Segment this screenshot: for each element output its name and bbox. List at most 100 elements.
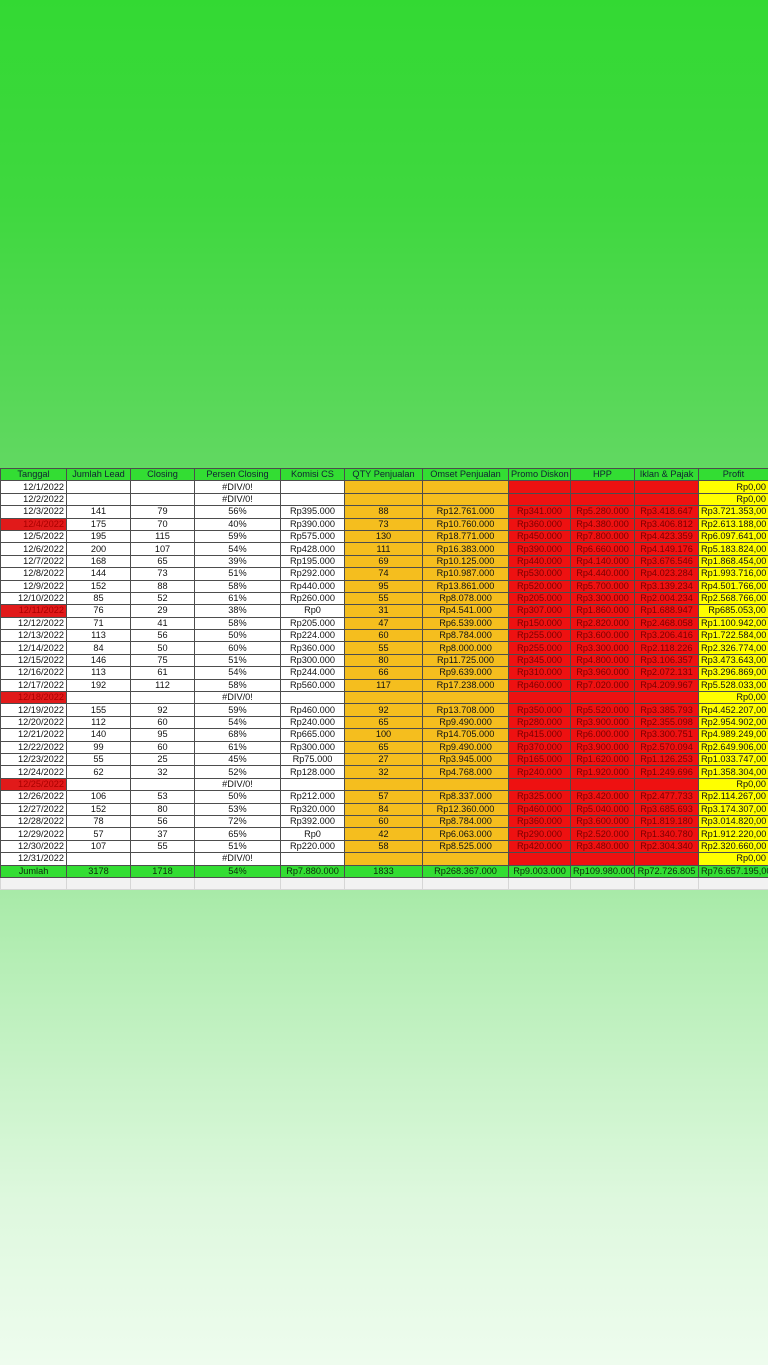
promo-diskon-cell[interactable]: Rp415.000 (508, 728, 571, 742)
jumlah-lead-cell[interactable]: 85 (66, 591, 131, 606)
iklan-pajak-cell[interactable]: Rp3.676.546 (634, 554, 699, 569)
jumlah-lead-cell[interactable]: 113 (66, 666, 131, 680)
qty-penjualan-cell[interactable]: 117 (344, 678, 423, 693)
komisi-cs-cell[interactable]: Rp195.000 (280, 554, 345, 569)
persen-closing-cell[interactable]: #DIV/0! (194, 492, 281, 507)
hpp-cell[interactable] (570, 777, 635, 792)
promo-diskon-cell[interactable]: Rp345.000 (508, 653, 571, 668)
promo-diskon-cell[interactable]: Rp307.000 (508, 604, 571, 618)
omset-penjualan-cell[interactable]: Rp18.771.000 (422, 529, 509, 544)
iklan-pajak-cell[interactable]: Rp2.355.098 (634, 715, 699, 730)
closing-cell[interactable]: 29 (130, 604, 195, 618)
komisi-cs-cell[interactable]: Rp360.000 (280, 641, 345, 655)
omset-penjualan-cell[interactable]: Rp6.063.000 (422, 827, 509, 841)
qty-penjualan-cell[interactable]: 65 (344, 740, 423, 755)
promo-diskon-cell[interactable]: Rp205.000 (508, 591, 571, 606)
jumlah-lead-cell[interactable]: 168 (66, 554, 131, 569)
total-qty-cell[interactable]: 1833 (344, 864, 423, 878)
omset-penjualan-cell[interactable]: Rp9.639.000 (422, 666, 509, 680)
closing-cell[interactable]: 56 (130, 814, 195, 829)
jumlah-lead-cell[interactable]: 112 (66, 715, 131, 730)
persen-closing-cell[interactable]: 40% (194, 517, 281, 531)
date-cell[interactable]: 12/12/2022 (0, 616, 67, 631)
profit-cell[interactable]: Rp2.568.766,00 (698, 591, 768, 606)
profit-cell[interactable]: Rp6.097.641,00 (698, 529, 768, 544)
persen-closing-cell[interactable]: 60% (194, 641, 281, 655)
promo-diskon-cell[interactable]: Rp450.000 (508, 529, 571, 544)
date-cell[interactable]: 12/19/2022 (0, 703, 67, 717)
qty-penjualan-cell[interactable]: 31 (344, 604, 423, 618)
persen-closing-cell[interactable]: 58% (194, 579, 281, 593)
promo-diskon-cell[interactable]: Rp290.000 (508, 827, 571, 841)
omset-penjualan-cell[interactable]: Rp8.337.000 (422, 790, 509, 804)
qty-penjualan-cell[interactable]: 27 (344, 752, 423, 767)
persen-closing-cell[interactable]: 53% (194, 802, 281, 816)
promo-diskon-cell[interactable] (508, 492, 571, 507)
omset-penjualan-cell[interactable]: Rp10.987.000 (422, 567, 509, 581)
qty-penjualan-cell[interactable]: 74 (344, 567, 423, 581)
date-cell[interactable]: 12/27/2022 (0, 802, 67, 816)
closing-cell[interactable] (130, 691, 195, 705)
closing-cell[interactable]: 52 (130, 591, 195, 606)
empty-cell[interactable] (0, 876, 67, 891)
komisi-cs-cell[interactable] (280, 492, 345, 507)
iklan-pajak-cell[interactable]: Rp3.139.234 (634, 579, 699, 593)
komisi-cs-cell[interactable] (280, 480, 345, 494)
komisi-cs-cell[interactable]: Rp212.000 (280, 790, 345, 804)
closing-cell[interactable]: 75 (130, 653, 195, 668)
qty-penjualan-cell[interactable] (344, 480, 423, 494)
omset-penjualan-cell[interactable]: Rp11.725.000 (422, 653, 509, 668)
date-cell[interactable]: 12/31/2022 (0, 852, 67, 866)
komisi-cs-cell[interactable] (280, 777, 345, 792)
omset-penjualan-cell[interactable]: Rp17.238.000 (422, 678, 509, 693)
komisi-cs-cell[interactable]: Rp390.000 (280, 517, 345, 531)
hpp-cell[interactable]: Rp5.520.000 (570, 703, 635, 717)
omset-penjualan-cell[interactable]: Rp8.784.000 (422, 814, 509, 829)
omset-penjualan-cell[interactable]: Rp3.945.000 (422, 752, 509, 767)
col-header-closing[interactable]: Closing (130, 467, 195, 482)
jumlah-lead-cell[interactable]: 78 (66, 814, 131, 829)
closing-cell[interactable]: 95 (130, 728, 195, 742)
omset-penjualan-cell[interactable]: Rp10.760.000 (422, 517, 509, 531)
jumlah-lead-cell[interactable]: 76 (66, 604, 131, 618)
persen-closing-cell[interactable]: 54% (194, 542, 281, 556)
col-header-tanggal[interactable]: Tanggal (0, 467, 67, 482)
hpp-cell[interactable]: Rp4.140.000 (570, 554, 635, 569)
date-cell[interactable]: 12/1/2022 (0, 480, 67, 494)
hpp-cell[interactable]: Rp1.860.000 (570, 604, 635, 618)
omset-penjualan-cell[interactable]: Rp10.125.000 (422, 554, 509, 569)
profit-cell[interactable]: Rp1.100.942,00 (698, 616, 768, 631)
closing-cell[interactable]: 92 (130, 703, 195, 717)
omset-penjualan-cell[interactable]: Rp8.078.000 (422, 591, 509, 606)
profit-cell[interactable]: Rp0,00 (698, 492, 768, 507)
qty-penjualan-cell[interactable]: 60 (344, 814, 423, 829)
profit-cell[interactable]: Rp0,00 (698, 480, 768, 494)
empty-cell[interactable] (698, 876, 768, 891)
persen-closing-cell[interactable]: 51% (194, 839, 281, 854)
date-cell[interactable]: 12/14/2022 (0, 641, 67, 655)
iklan-pajak-cell[interactable]: Rp1.249.696 (634, 765, 699, 779)
hpp-cell[interactable]: Rp2.520.000 (570, 827, 635, 841)
iklan-pajak-cell[interactable]: Rp1.126.253 (634, 752, 699, 767)
profit-cell[interactable]: Rp5.528.033,00 (698, 678, 768, 693)
iklan-pajak-cell[interactable]: Rp1.819.180 (634, 814, 699, 829)
profit-cell[interactable]: Rp2.114.267,00 (698, 790, 768, 804)
qty-penjualan-cell[interactable]: 69 (344, 554, 423, 569)
total-hpp-cell[interactable]: Rp109.980.000 (570, 864, 635, 878)
jumlah-lead-cell[interactable]: 144 (66, 567, 131, 581)
date-cell[interactable]: 12/5/2022 (0, 529, 67, 544)
jumlah-lead-cell[interactable]: 152 (66, 579, 131, 593)
date-cell[interactable]: 12/18/2022 (0, 691, 67, 705)
persen-closing-cell[interactable]: 65% (194, 827, 281, 841)
date-cell[interactable]: 12/8/2022 (0, 567, 67, 581)
jumlah-lead-cell[interactable]: 55 (66, 752, 131, 767)
closing-cell[interactable]: 88 (130, 579, 195, 593)
closing-cell[interactable]: 41 (130, 616, 195, 631)
jumlah-lead-cell[interactable]: 140 (66, 728, 131, 742)
closing-cell[interactable]: 25 (130, 752, 195, 767)
persen-closing-cell[interactable]: 59% (194, 703, 281, 717)
komisi-cs-cell[interactable] (280, 691, 345, 705)
omset-penjualan-cell[interactable]: Rp12.360.000 (422, 802, 509, 816)
persen-closing-cell[interactable]: 52% (194, 765, 281, 779)
profit-cell[interactable]: Rp0,00 (698, 777, 768, 792)
